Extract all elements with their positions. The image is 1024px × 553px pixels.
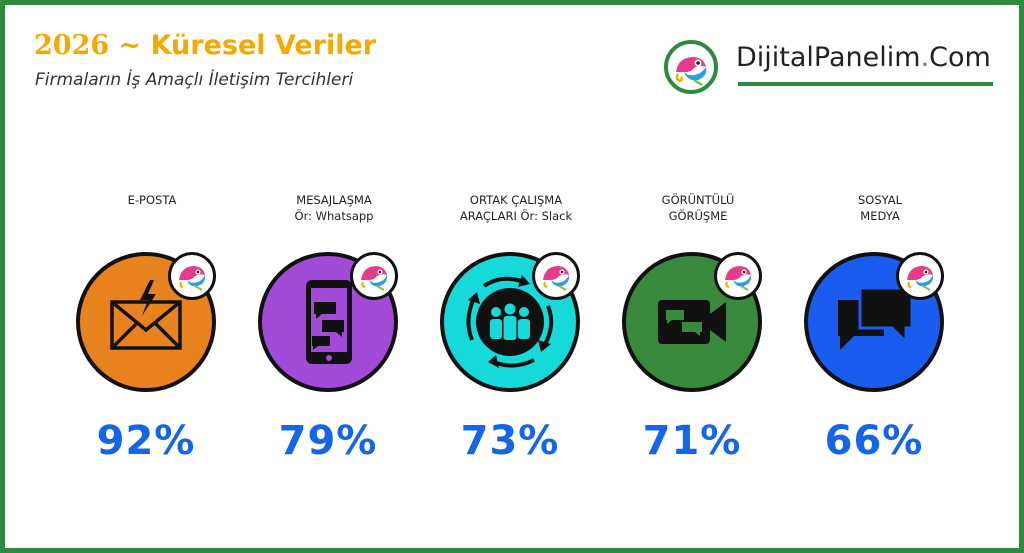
title-text: ~ Küresel Veriler bbox=[109, 30, 377, 61]
category-label: SOSYAL MEDYA bbox=[857, 193, 903, 223]
category-label: ORTAK ÇALIŞMA ARAÇLARI Ör: Slack bbox=[459, 193, 573, 223]
brand-tld: Com bbox=[929, 42, 991, 73]
category-circle bbox=[258, 252, 398, 392]
brand-name-main: DijitalPanelim bbox=[736, 42, 921, 73]
percent-value: 73% bbox=[460, 418, 560, 464]
page-subtitle: Firmaların İş Amaçlı İletişim Tercihleri bbox=[35, 70, 354, 90]
category-label: E-POSTA bbox=[127, 193, 177, 207]
percent-value: 92% bbox=[96, 418, 196, 464]
category-circle bbox=[440, 252, 580, 392]
smartphone-chat-icon bbox=[306, 280, 352, 364]
brand-badge-icon bbox=[350, 252, 398, 300]
category-label: GÖRÜNTÜLÜ GÖRÜŞME bbox=[661, 193, 735, 223]
video-call-icon bbox=[658, 300, 726, 344]
category-label: MESAJLAŞMA Ör: Whatsapp bbox=[294, 193, 374, 223]
team-collaboration-icon bbox=[466, 275, 554, 368]
page-title: 2026 ~ Küresel Veriler bbox=[34, 30, 376, 61]
brand-badge-icon bbox=[168, 252, 216, 300]
brand-underline bbox=[738, 82, 993, 86]
title-year: 2026 bbox=[34, 30, 110, 61]
chameleon-logo-icon bbox=[664, 40, 718, 94]
brand-badge-icon bbox=[532, 252, 580, 300]
brand-dot: . bbox=[920, 42, 930, 73]
brand-badge-icon bbox=[896, 252, 944, 300]
brand-badge-icon bbox=[714, 252, 762, 300]
category-circle bbox=[804, 252, 944, 392]
brand-logo-block[interactable]: DijitalPanelim.Com bbox=[664, 36, 994, 94]
envelope-icon bbox=[110, 280, 182, 350]
brand-name: DijitalPanelim.Com bbox=[736, 42, 991, 73]
percent-value: 79% bbox=[278, 418, 378, 464]
percent-value: 71% bbox=[642, 418, 742, 464]
percent-value: 66% bbox=[824, 418, 924, 464]
